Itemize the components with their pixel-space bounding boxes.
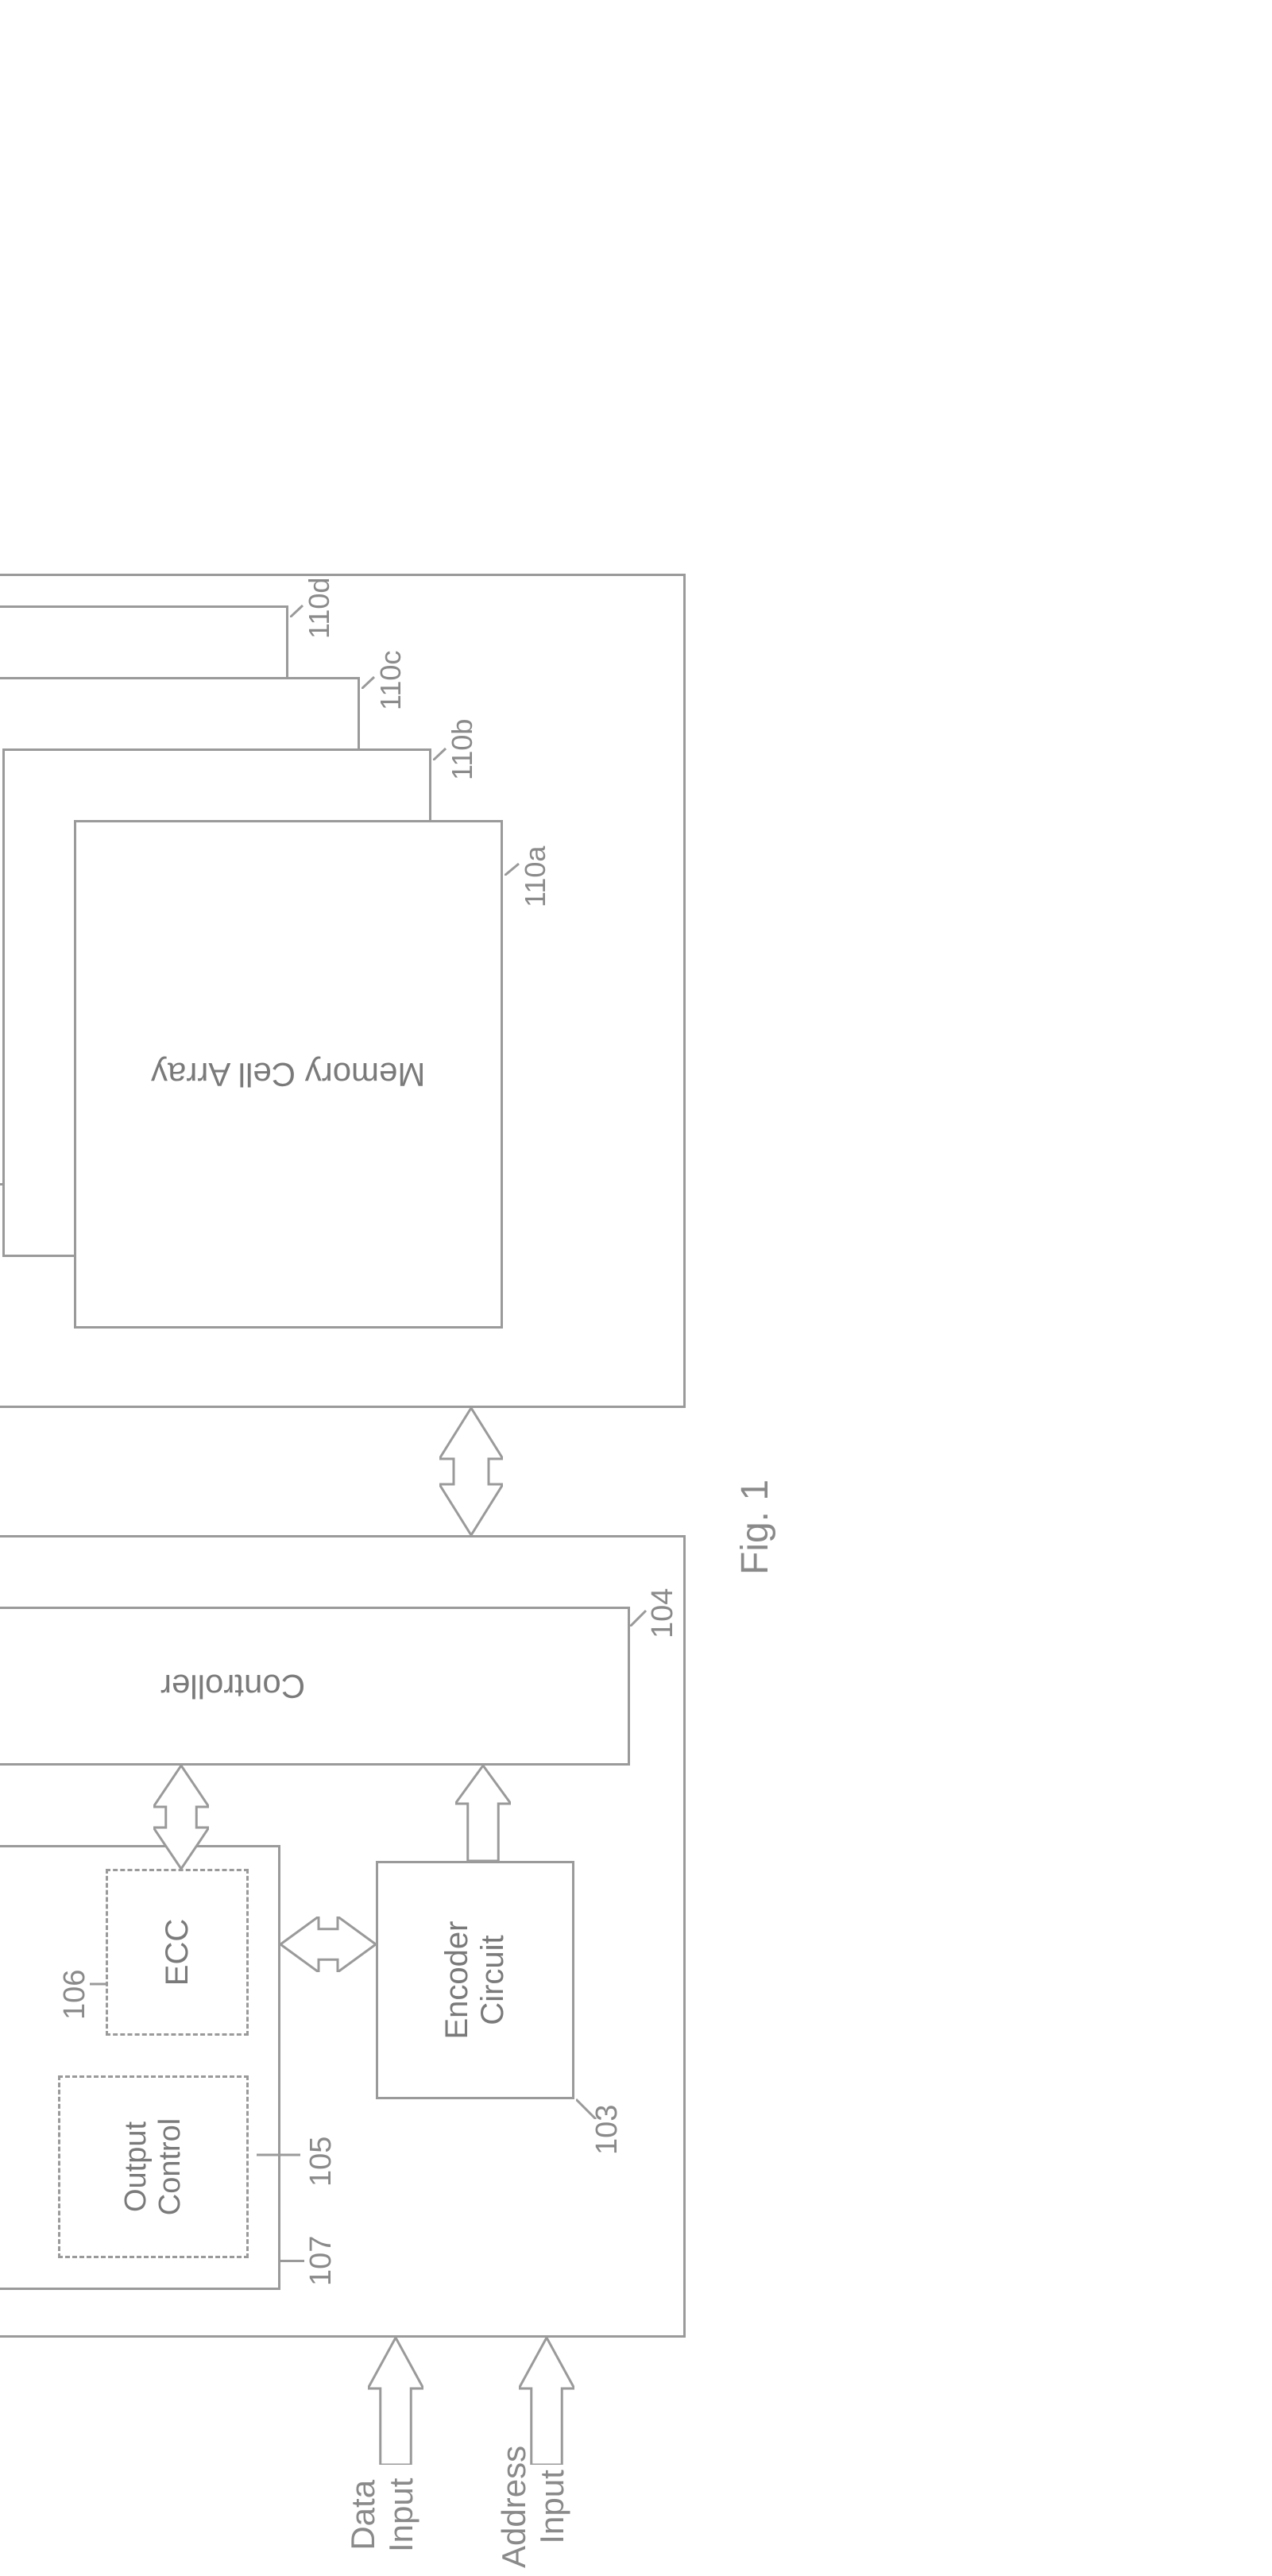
ref-110b: 110b: [446, 719, 479, 780]
output-control-ref: 105: [304, 2137, 338, 2187]
data-input-label: Data Input: [344, 2478, 420, 2552]
figure-caption: Fig. 1: [733, 1479, 777, 1575]
memory-array-label: Memory Cell Array: [151, 1055, 425, 1093]
ref-110b-line: [433, 741, 449, 760]
controller-block: Controller: [0, 1607, 630, 1766]
ref-110a: 110a: [519, 846, 552, 907]
ecc-controller-arrow: [153, 1766, 209, 1869]
controller-ref-line: [630, 1603, 650, 1626]
controller-ref: 104: [646, 1588, 680, 1638]
ref-110d: 110d: [303, 578, 336, 639]
ref-110a-line: [505, 852, 522, 876]
encoder-circuit: Encoder Circuit: [376, 1861, 574, 2099]
address-input-arrow: [519, 2338, 574, 2465]
ecc-block: ECC: [106, 1869, 249, 2036]
encoder-ref-line: [576, 2095, 600, 2119]
output-control-ref-line: [257, 2131, 304, 2163]
output-control: Output Control: [58, 2075, 249, 2258]
decoder-encoder-arrow: [280, 1917, 376, 1972]
ecc-ref: 106: [58, 1970, 92, 2020]
memory-array-110a: Memory Cell Array: [74, 820, 503, 1329]
bus-bottom-arrow: [439, 1408, 503, 1535]
ref-110c: 110c: [374, 651, 408, 710]
encoder-controller-arrow: [455, 1766, 511, 1861]
ref-110c-line: [361, 669, 377, 689]
decoder-ref-line: [280, 2260, 304, 2262]
figure-stage: 1 Memory Controller Unit 102 Memory Cell…: [0, 435, 837, 2576]
decoder-ref: 107: [304, 2236, 338, 2286]
data-input-arrow: [368, 2338, 423, 2465]
ref-110d-line: [290, 598, 306, 617]
ecc-ref-line: [90, 1956, 110, 1988]
controller-label: Controller: [160, 1667, 305, 1705]
encoder-circuit-label: Encoder Circuit: [439, 1921, 511, 2040]
ecc-label: ECC: [160, 1919, 195, 1986]
output-control-label: Output Control: [119, 2118, 188, 2216]
